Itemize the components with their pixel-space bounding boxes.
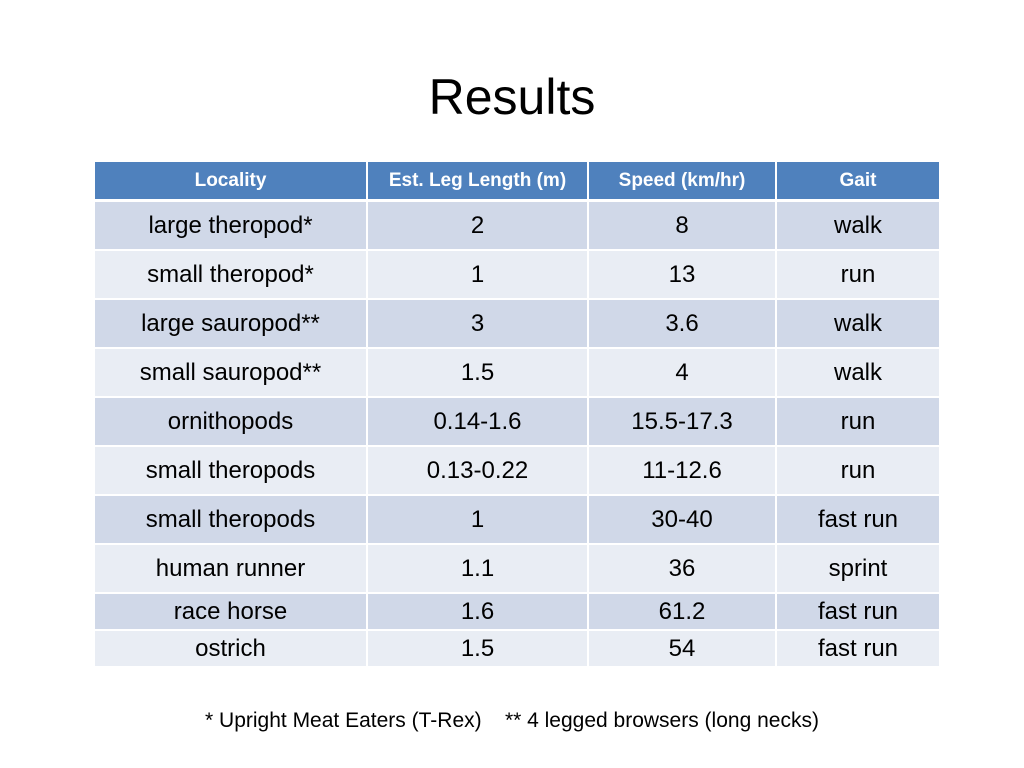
- column-header-speed: Speed (km/hr): [587, 162, 776, 202]
- cell-gait: fast run: [775, 593, 939, 631]
- cell-speed: 13: [587, 250, 776, 300]
- table-row: race horse 1.6 61.2 fast run: [95, 593, 939, 631]
- table-row: large theropod* 2 8 walk: [95, 200, 939, 251]
- cell-speed: 54: [587, 630, 776, 668]
- cell-gait: run: [775, 446, 939, 496]
- cell-gait: run: [775, 250, 939, 300]
- cell-locality: small theropods: [95, 446, 367, 496]
- cell-speed: 8: [587, 200, 776, 251]
- results-table: Locality Est. Leg Length (m) Speed (km/h…: [95, 162, 939, 668]
- cell-locality: small sauropod**: [95, 348, 367, 398]
- footnote: * Upright Meat Eaters (T-Rex) ** 4 legge…: [205, 709, 819, 732]
- cell-locality: ostrich: [95, 630, 367, 668]
- column-header-locality: Locality: [95, 162, 367, 202]
- cell-gait: walk: [775, 348, 939, 398]
- cell-speed: 36: [587, 544, 776, 594]
- cell-speed: 15.5-17.3: [587, 397, 776, 447]
- cell-speed: 3.6: [587, 299, 776, 349]
- cell-leg-length: 1.5: [366, 630, 588, 668]
- table-row: large sauropod** 3 3.6 walk: [95, 299, 939, 349]
- cell-locality: ornithopods: [95, 397, 367, 447]
- cell-leg-length: 0.14-1.6: [366, 397, 588, 447]
- cell-speed: 11-12.6: [587, 446, 776, 496]
- table-row: small theropods 0.13-0.22 11-12.6 run: [95, 446, 939, 496]
- cell-leg-length: 0.13-0.22: [366, 446, 588, 496]
- cell-speed: 61.2: [587, 593, 776, 631]
- column-header-gait: Gait: [775, 162, 939, 202]
- cell-leg-length: 1.6: [366, 593, 588, 631]
- cell-gait: run: [775, 397, 939, 447]
- table-row: ornithopods 0.14-1.6 15.5-17.3 run: [95, 397, 939, 447]
- cell-gait: walk: [775, 299, 939, 349]
- cell-locality: small theropod*: [95, 250, 367, 300]
- cell-leg-length: 3: [366, 299, 588, 349]
- page-title: Results: [428, 69, 596, 125]
- cell-speed: 30-40: [587, 495, 776, 545]
- cell-leg-length: 2: [366, 200, 588, 251]
- cell-locality: large theropod*: [95, 200, 367, 251]
- cell-locality: large sauropod**: [95, 299, 367, 349]
- cell-leg-length: 1: [366, 495, 588, 545]
- cell-gait: fast run: [775, 495, 939, 545]
- table-header-row: Locality Est. Leg Length (m) Speed (km/h…: [95, 162, 939, 202]
- cell-gait: sprint: [775, 544, 939, 594]
- cell-speed: 4: [587, 348, 776, 398]
- cell-gait: walk: [775, 200, 939, 251]
- cell-locality: small theropods: [95, 495, 367, 545]
- cell-leg-length: 1.5: [366, 348, 588, 398]
- table-row: small theropods 1 30-40 fast run: [95, 495, 939, 545]
- cell-locality: race horse: [95, 593, 367, 631]
- cell-leg-length: 1: [366, 250, 588, 300]
- column-header-leg-length: Est. Leg Length (m): [366, 162, 588, 202]
- cell-locality: human runner: [95, 544, 367, 594]
- cell-leg-length: 1.1: [366, 544, 588, 594]
- table-row: ostrich 1.5 54 fast run: [95, 630, 939, 668]
- table-row: human runner 1.1 36 sprint: [95, 544, 939, 594]
- table-row: small sauropod** 1.5 4 walk: [95, 348, 939, 398]
- cell-gait: fast run: [775, 630, 939, 668]
- table-row: small theropod* 1 13 run: [95, 250, 939, 300]
